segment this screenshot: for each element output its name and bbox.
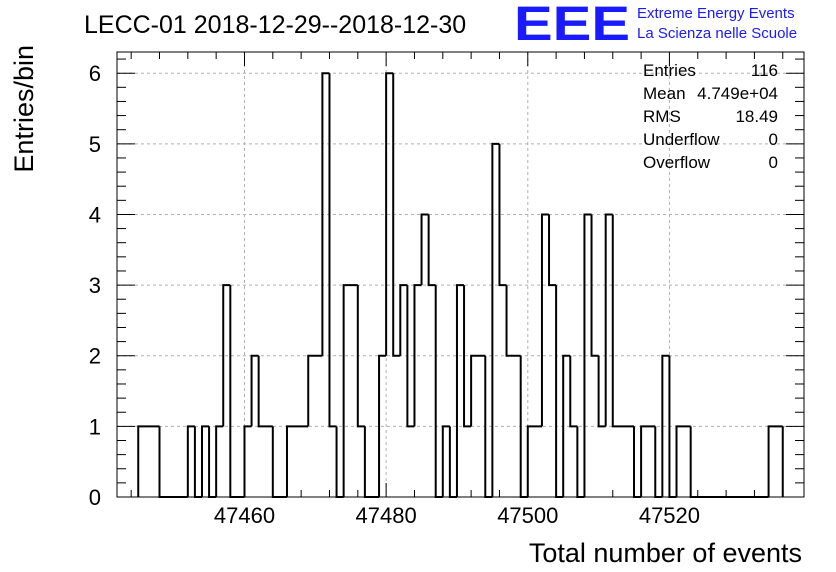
- histogram-bin: [271, 426, 287, 498]
- x-axis-label: Total number of events: [529, 538, 802, 568]
- histogram-bin: [385, 72, 394, 356]
- histogram-bin: [470, 354, 486, 427]
- histogram-bin: [491, 142, 500, 497]
- stat-value: 18.49: [735, 107, 778, 126]
- y-tick-label: 3: [89, 273, 101, 298]
- logo-line-1: Extreme Energy Events: [637, 5, 795, 22]
- y-tick-label: 4: [89, 202, 101, 227]
- histogram-bin: [434, 285, 443, 498]
- histogram-bin: [342, 284, 358, 497]
- histogram-bin: [597, 355, 606, 428]
- histogram-bin: [250, 354, 259, 427]
- stat-label: Entries: [643, 61, 696, 80]
- y-axis-label: Entries/bin: [9, 45, 39, 173]
- histogram-bin: [335, 426, 344, 498]
- histogram-bin: [590, 214, 599, 357]
- histogram-bin: [399, 284, 408, 356]
- y-tick-label: 1: [89, 414, 101, 439]
- histogram-bin: [285, 425, 309, 497]
- histogram-bin: [548, 214, 557, 287]
- histogram-bin: [526, 425, 542, 497]
- histogram-bin: [611, 214, 635, 428]
- tick-labels: 47460 47480 47500 47520 0 1 2 3 4 5 6: [89, 61, 700, 528]
- histogram-bin: [257, 355, 273, 428]
- histogram-bin: [455, 284, 465, 497]
- histogram-bin: [441, 425, 450, 497]
- chart-title: LECC-01 2018-12-29--2018-12-30: [84, 11, 466, 39]
- histogram-bin: [356, 285, 365, 428]
- histogram-bin: [448, 426, 457, 498]
- histogram-bin: [413, 284, 422, 427]
- histogram-bin: [562, 354, 571, 497]
- histogram-bin: [243, 425, 252, 497]
- histogram-bin: [661, 354, 670, 497]
- stat-label: Underflow: [643, 130, 720, 149]
- histogram-bin: [378, 354, 387, 497]
- stat-label: Overflow: [643, 153, 711, 172]
- stat-value: 116: [751, 61, 778, 80]
- stat-label: Mean: [643, 84, 686, 103]
- logo-mark: EEE: [514, 0, 630, 51]
- y-tick-label: 0: [89, 485, 101, 510]
- histogram-bin: [463, 285, 472, 428]
- histogram-bin: [498, 143, 507, 287]
- histogram-bin: [321, 72, 330, 356]
- histogram-bin: [640, 425, 656, 497]
- histogram-bin: [689, 426, 769, 498]
- histogram-bin: [767, 425, 783, 497]
- histogram-bin: [307, 354, 323, 427]
- histogram-bin: [200, 425, 210, 497]
- y-tick-label: 6: [89, 61, 101, 86]
- histogram-bin: [137, 425, 160, 497]
- histogram-bin: [505, 285, 521, 357]
- y-tick-label: 2: [89, 344, 101, 369]
- histogram-bin: [406, 285, 415, 428]
- logo-line-2: La Scienza nelle Scuole: [637, 25, 797, 42]
- axes: [116, 51, 805, 498]
- histogram-bin: [540, 213, 550, 427]
- stat-label: RMS: [643, 107, 681, 126]
- histogram-bin: [392, 73, 401, 357]
- histogram-bin: [222, 284, 231, 427]
- stat-value: 0: [769, 153, 778, 172]
- stats-box: Entries 116 Mean 4.749e+04 RMS 18.49 Und…: [643, 61, 778, 172]
- histogram-bin: [328, 73, 337, 428]
- histogram-bin: [633, 426, 642, 498]
- eee-logo: EEE Extreme Energy Events La Scienza nel…: [514, 0, 797, 51]
- plot-frame: [116, 51, 805, 498]
- x-tick-label: 47520: [639, 503, 700, 528]
- histogram-bin: [158, 426, 188, 498]
- histogram-bin: [555, 285, 564, 498]
- histogram-bin: [208, 426, 217, 498]
- histogram-bin: [569, 355, 578, 428]
- histogram-bin: [215, 425, 224, 497]
- y-tick-label: 5: [89, 132, 101, 157]
- histogram-bin: [420, 213, 429, 286]
- histogram-bin: [604, 213, 613, 427]
- histogram-bin: [427, 214, 436, 287]
- stat-value: 4.749e+04: [697, 84, 778, 103]
- stat-value: 0: [769, 130, 778, 149]
- histogram-bin: [186, 425, 195, 497]
- histogram-bin: [675, 425, 691, 497]
- histogram-bin: [193, 426, 202, 498]
- x-tick-label: 47480: [356, 503, 417, 528]
- histogram-bin: [583, 213, 592, 497]
- histogram-bin: [576, 426, 585, 498]
- histogram-bin: [654, 426, 663, 498]
- histogram-bin: [363, 426, 380, 498]
- x-tick-label: 47460: [214, 503, 275, 528]
- histogram-bin: [229, 285, 245, 498]
- grid: [117, 52, 804, 497]
- x-tick-label: 47500: [497, 503, 558, 528]
